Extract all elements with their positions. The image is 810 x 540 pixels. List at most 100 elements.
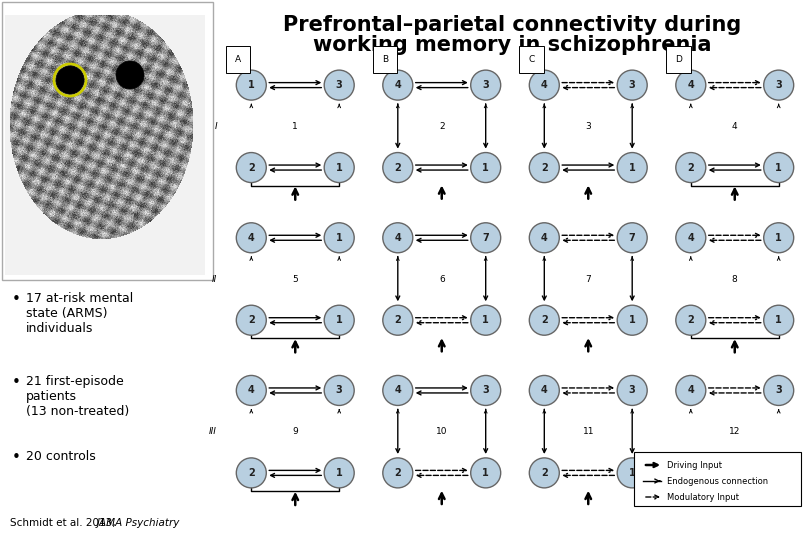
Text: 17 at-risk mental
state (ARMS)
individuals: 17 at-risk mental state (ARMS) individua… <box>26 292 134 335</box>
Text: 10: 10 <box>436 427 447 436</box>
Circle shape <box>617 305 647 335</box>
Text: 4: 4 <box>394 80 401 90</box>
Text: 9: 9 <box>292 427 298 436</box>
Text: 4: 4 <box>394 386 401 395</box>
Text: 1: 1 <box>775 233 782 243</box>
Text: 21 first-episode
patients
(13 non-treated): 21 first-episode patients (13 non-treate… <box>26 375 130 418</box>
Text: 2: 2 <box>394 468 401 478</box>
Text: 3: 3 <box>482 80 489 90</box>
Circle shape <box>237 458 266 488</box>
Text: 2: 2 <box>688 315 694 325</box>
Text: 3: 3 <box>586 122 591 131</box>
Text: 1: 1 <box>336 468 343 478</box>
Text: 3: 3 <box>688 468 694 478</box>
Text: 1: 1 <box>482 163 489 173</box>
Text: 1: 1 <box>336 315 343 325</box>
Circle shape <box>676 223 706 253</box>
Text: 4: 4 <box>394 233 401 243</box>
Text: 4: 4 <box>541 233 548 243</box>
Text: 4: 4 <box>688 80 694 90</box>
Circle shape <box>764 223 794 253</box>
Text: Endogenous connection: Endogenous connection <box>667 476 768 485</box>
Circle shape <box>676 375 706 406</box>
Text: Schmidt et al. 2013,: Schmidt et al. 2013, <box>10 518 119 528</box>
Text: working memory in schizophrenia: working memory in schizophrenia <box>313 35 712 55</box>
Circle shape <box>471 223 501 253</box>
Circle shape <box>529 153 559 183</box>
Circle shape <box>383 305 413 335</box>
Text: I: I <box>215 122 217 131</box>
Text: 12: 12 <box>729 427 740 436</box>
Text: 1: 1 <box>248 80 254 90</box>
Text: 2: 2 <box>248 163 254 173</box>
Circle shape <box>383 153 413 183</box>
Text: 3: 3 <box>629 386 636 395</box>
Text: 4: 4 <box>688 233 694 243</box>
Circle shape <box>324 305 354 335</box>
Text: 8: 8 <box>732 274 738 284</box>
Text: 2: 2 <box>248 468 254 478</box>
Text: 1: 1 <box>629 468 636 478</box>
Text: 2: 2 <box>394 315 401 325</box>
Text: 7: 7 <box>586 274 591 284</box>
Text: 11: 11 <box>582 427 594 436</box>
Circle shape <box>676 305 706 335</box>
Text: 2: 2 <box>688 163 694 173</box>
Circle shape <box>617 458 647 488</box>
Circle shape <box>764 305 794 335</box>
Text: 3: 3 <box>775 386 782 395</box>
Circle shape <box>529 70 559 100</box>
Circle shape <box>324 458 354 488</box>
Text: III: III <box>209 427 217 436</box>
Circle shape <box>324 153 354 183</box>
Text: •: • <box>12 375 21 390</box>
Circle shape <box>383 223 413 253</box>
Text: 2: 2 <box>394 163 401 173</box>
Text: 1: 1 <box>482 315 489 325</box>
Text: 7: 7 <box>629 233 636 243</box>
Circle shape <box>617 223 647 253</box>
Text: 1: 1 <box>482 468 489 478</box>
Circle shape <box>764 70 794 100</box>
Text: 4: 4 <box>541 80 548 90</box>
Circle shape <box>764 458 794 488</box>
Circle shape <box>676 70 706 100</box>
Circle shape <box>617 153 647 183</box>
Text: 3: 3 <box>629 80 636 90</box>
Circle shape <box>529 458 559 488</box>
Circle shape <box>324 375 354 406</box>
Circle shape <box>324 70 354 100</box>
Text: D: D <box>675 55 682 64</box>
Text: 2: 2 <box>248 315 254 325</box>
Text: 4: 4 <box>541 386 548 395</box>
Circle shape <box>764 375 794 406</box>
Text: 1: 1 <box>775 468 782 478</box>
Text: 4: 4 <box>248 386 254 395</box>
Text: 2: 2 <box>541 468 548 478</box>
Text: •: • <box>12 292 21 307</box>
Text: 1: 1 <box>292 122 298 131</box>
Text: 3: 3 <box>482 386 489 395</box>
Text: Modulatory Input: Modulatory Input <box>667 492 739 502</box>
Text: 3: 3 <box>336 80 343 90</box>
Text: 2: 2 <box>541 163 548 173</box>
Circle shape <box>676 458 706 488</box>
Text: 20 controls: 20 controls <box>26 450 96 463</box>
Circle shape <box>237 305 266 335</box>
Circle shape <box>237 153 266 183</box>
Text: C: C <box>528 55 535 64</box>
Text: 4: 4 <box>688 386 694 395</box>
Text: 2: 2 <box>439 122 445 131</box>
Text: •: • <box>12 450 21 465</box>
Text: 4: 4 <box>732 122 738 131</box>
Circle shape <box>237 223 266 253</box>
Text: 4: 4 <box>248 233 254 243</box>
Circle shape <box>676 153 706 183</box>
Text: II: II <box>211 274 217 284</box>
Text: A: A <box>235 55 241 64</box>
Circle shape <box>324 223 354 253</box>
FancyBboxPatch shape <box>2 2 213 280</box>
Circle shape <box>617 70 647 100</box>
Circle shape <box>617 375 647 406</box>
Circle shape <box>383 70 413 100</box>
